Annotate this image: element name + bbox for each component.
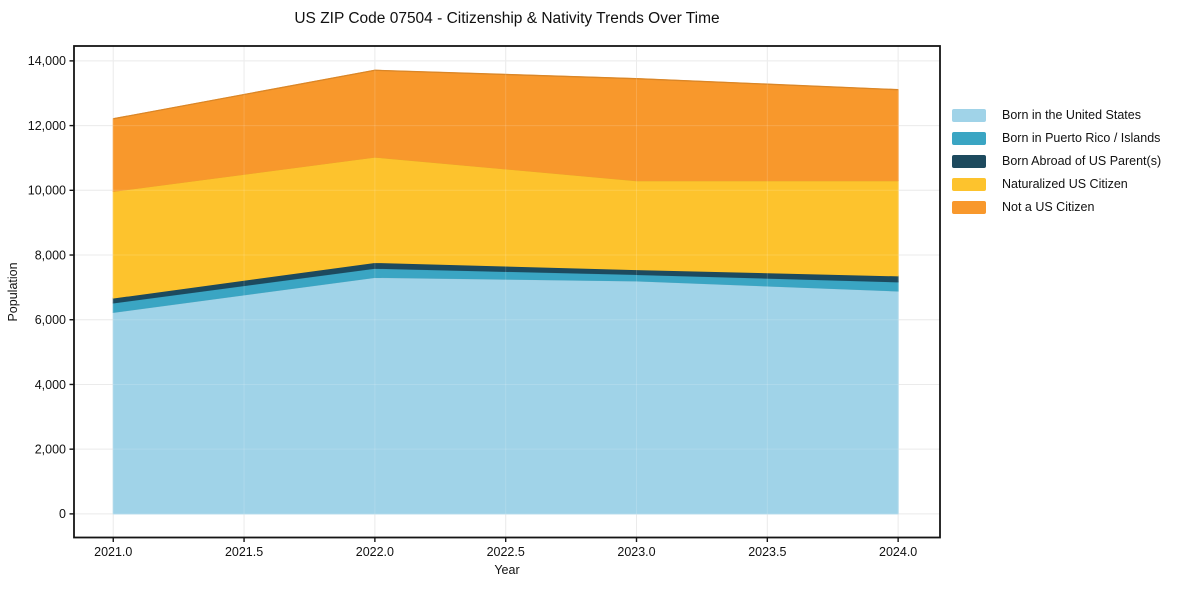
y-tick-label: 0: [59, 507, 66, 521]
legend-label: Not a US Citizen: [1002, 200, 1095, 214]
legend-swatch: [952, 154, 986, 168]
y-tick-label: 6,000: [35, 313, 66, 327]
y-tick-label: 2,000: [35, 442, 66, 456]
legend-swatch: [952, 108, 986, 122]
axis-layer: 2021.0 2021.5 2022.0 2022.5 2023.0 2023.5 2024…: [28, 45, 941, 559]
legend-item-not-a-us-citizen: Not a US Citizen: [952, 200, 1161, 214]
y-tick-label: 12,000: [28, 119, 66, 133]
y-tick-label: 10,000: [28, 184, 66, 198]
x-tick-label: 2023.5: [748, 545, 786, 559]
area-top-edge-not-a-us-citizen: [113, 69, 899, 120]
legend-item-naturalized-us-citizen: Naturalized US Citizen: [952, 177, 1161, 191]
legend-label: Born in the United States: [1002, 108, 1141, 122]
x-tick-label: 2022.5: [487, 545, 525, 559]
y-tick-label: 8,000: [35, 248, 66, 262]
x-axis-label: Year: [494, 563, 519, 577]
legend: Born in the United States Born in Puerto …: [952, 108, 1161, 214]
plot-frame: [73, 45, 941, 539]
x-tick-label: 2024.0: [879, 545, 917, 559]
legend-label: Born Abroad of US Parent(s): [1002, 154, 1162, 168]
legend-item-born-in-puerto-rico-islands: Born in Puerto Rico / Islands: [952, 131, 1161, 145]
x-tick-label: 2023.0: [617, 545, 655, 559]
legend-label: Born in Puerto Rico / Islands: [1002, 131, 1161, 145]
x-tick-label: 2022.0: [356, 545, 394, 559]
legend-swatch: [952, 177, 986, 191]
legend-item-born-in-the-united-states: Born in the United States: [952, 108, 1161, 122]
y-axis-label: Population: [6, 262, 20, 321]
legend-item-born-abroad-of-us-parent-s: Born Abroad of US Parent(s): [952, 154, 1161, 168]
y-tick-label: 4,000: [35, 378, 66, 392]
legend-swatch: [952, 131, 986, 145]
y-tick-label: 14,000: [28, 54, 66, 68]
grid-overlay-layer: [74, 46, 940, 538]
chart-title: US ZIP Code 07504 - Citizenship & Nativi…: [294, 10, 719, 27]
legend-label: Naturalized US Citizen: [1002, 177, 1128, 191]
legend-swatch: [952, 200, 986, 214]
area-layer: [112, 69, 899, 515]
x-tick-label: 2021.5: [225, 545, 263, 559]
x-tick-label: 2021.0: [94, 545, 132, 559]
